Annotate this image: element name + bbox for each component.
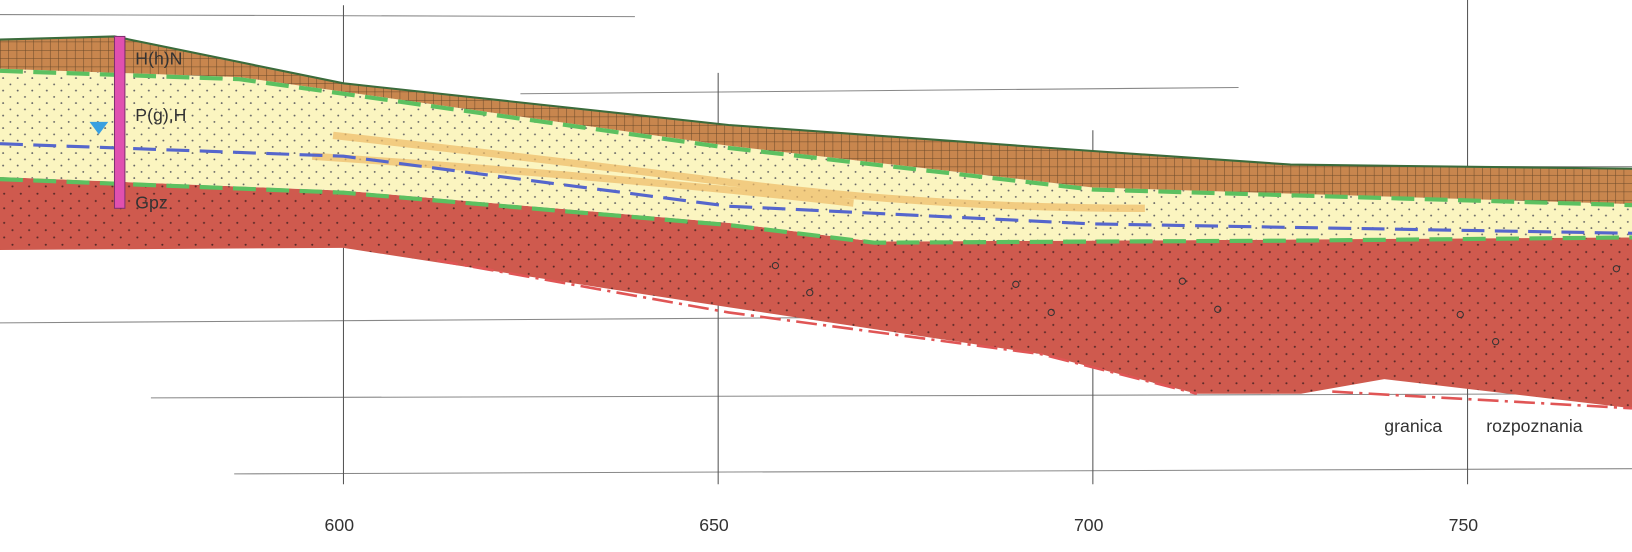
borehole bbox=[114, 36, 124, 208]
layer-label: Gpz bbox=[135, 192, 167, 212]
boundary-label: rozpoznania bbox=[1486, 416, 1582, 436]
tick-label: 700 bbox=[1074, 515, 1104, 535]
layer-label: P(g),H bbox=[135, 105, 186, 125]
grid-line bbox=[234, 469, 1632, 474]
cross-section: H(h)N P(g),H Gpz granica rozpoznania 600… bbox=[0, 0, 1632, 552]
boundary-label: granica bbox=[1384, 416, 1442, 436]
grid-line bbox=[0, 15, 635, 17]
layer-label: H(h)N bbox=[135, 49, 182, 69]
tick-label: 650 bbox=[699, 515, 729, 535]
grid-line bbox=[520, 87, 1238, 93]
tick-label: 750 bbox=[1449, 515, 1479, 535]
tick-label: 600 bbox=[325, 515, 355, 535]
distance-axis: 600 650 700 750 bbox=[325, 515, 1479, 535]
